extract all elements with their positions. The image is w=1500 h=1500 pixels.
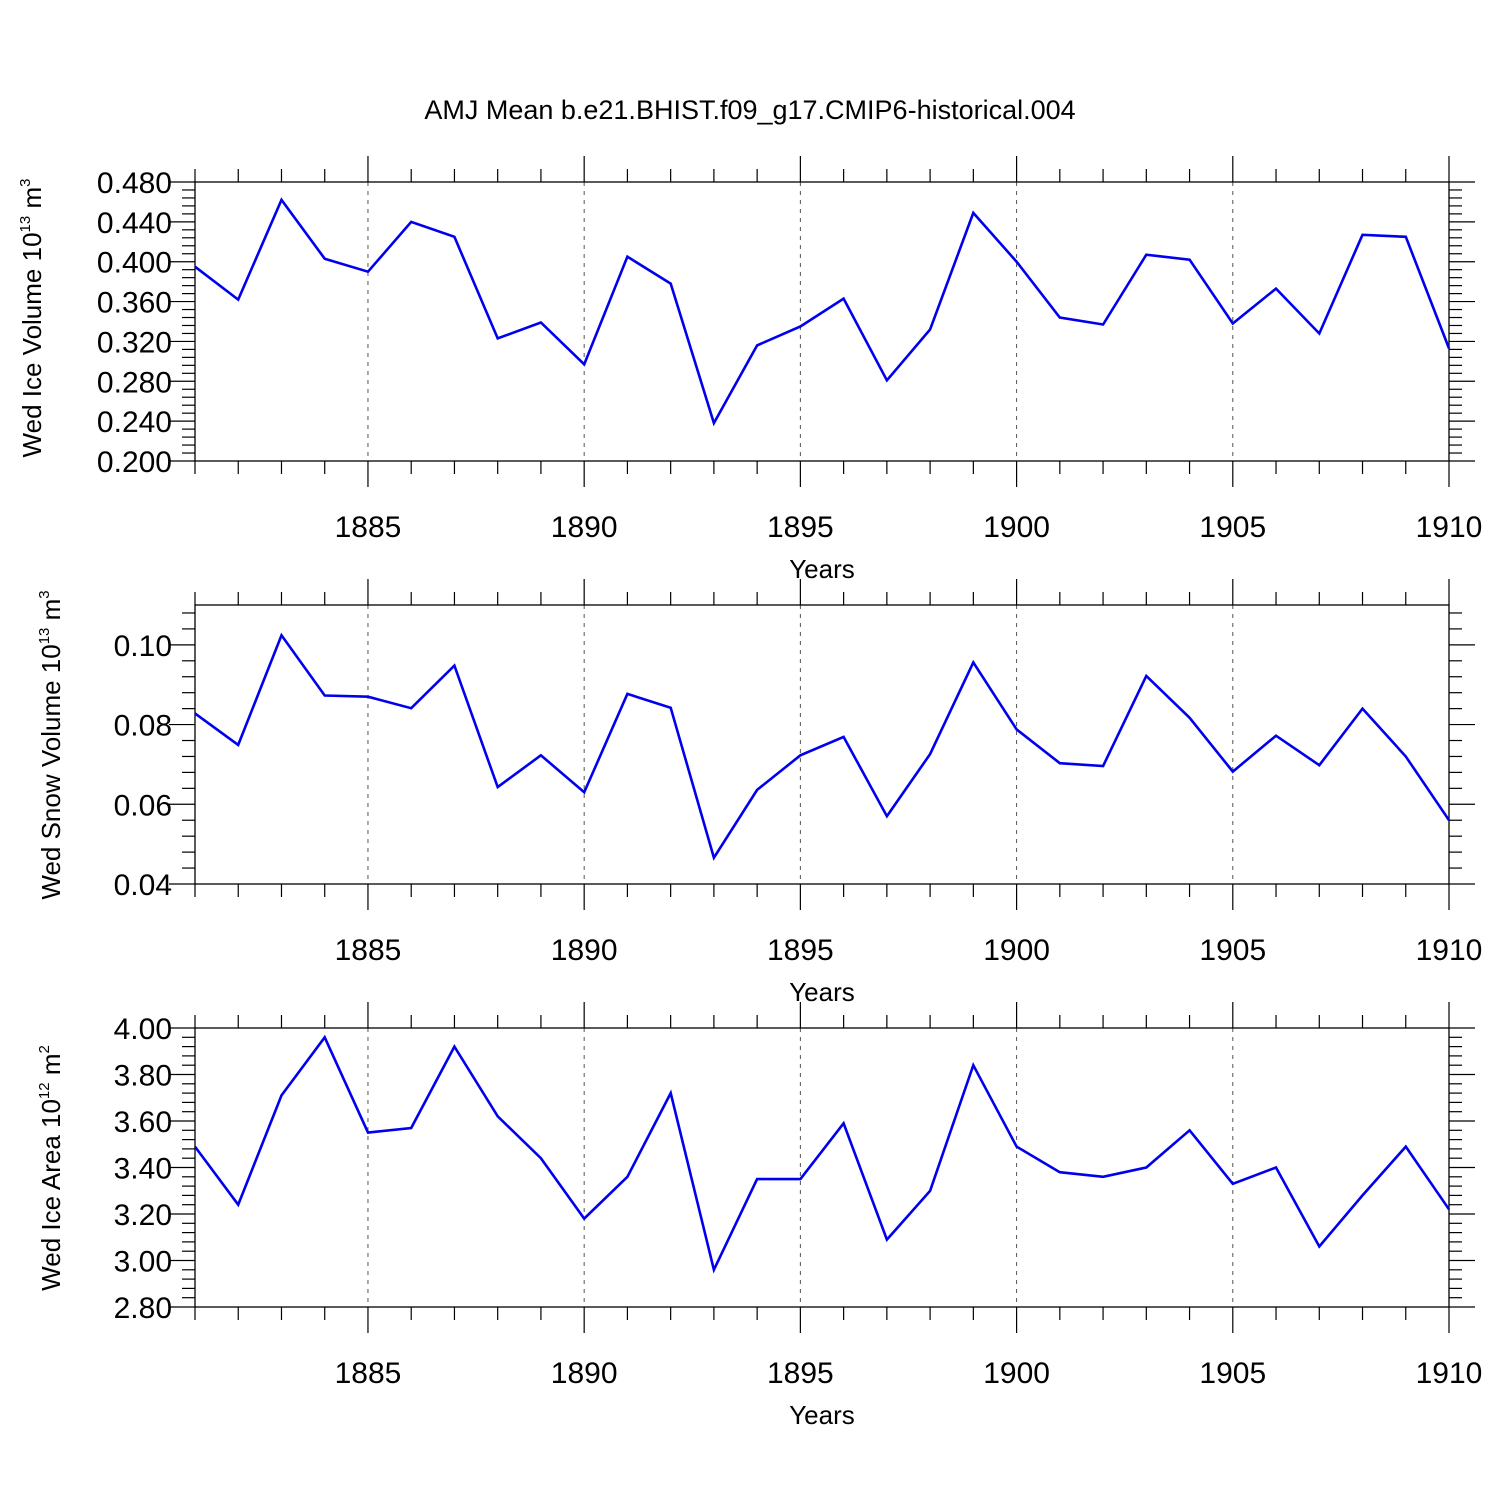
y-axis-label: Wed Ice Volume 1013 m3 (17, 179, 47, 458)
y-tick-label: 0.08 (114, 710, 172, 743)
x-tick-label: 1895 (767, 934, 834, 967)
y-tick-label: 3.00 (114, 1246, 172, 1279)
y-tick-label: 0.200 (97, 446, 172, 479)
y-axis-label-text: Wed Ice Volume 10 (17, 232, 47, 457)
y-tick-label: 0.240 (97, 406, 172, 439)
y-tick-label: 3.20 (114, 1199, 172, 1232)
y-axis-label-text: Wed Snow Volume 10 (36, 644, 66, 899)
plot-frame (194, 1027, 1450, 1308)
x-tick-label: 1910 (1416, 511, 1483, 544)
y-tick-label: 0.280 (97, 366, 172, 399)
y-tick-label: 4.00 (114, 1013, 172, 1046)
y-tick-label: 0.400 (97, 247, 172, 280)
x-tick-label: 1905 (1199, 1357, 1266, 1390)
y-tick-label: 0.04 (114, 869, 172, 902)
y-tick-label: 0.320 (97, 326, 172, 359)
plot-frame (194, 604, 1450, 885)
chart-panels: 0.200 0.240 0.280 0.320 0.360 0.400 0.440 0.480… (17, 156, 1482, 1430)
y-tick-label: 3.80 (114, 1060, 172, 1093)
y-tick-label: 0.10 (114, 630, 172, 663)
y-tick-label: 3.60 (114, 1106, 172, 1139)
series-line (194, 632, 1451, 861)
figure-title: AMJ Mean b.e21.BHIST.f09_g17.CMIP6-histo… (424, 95, 1075, 125)
x-tick-label: 1885 (335, 1357, 402, 1390)
x-tick-label: 1905 (1199, 511, 1266, 544)
y-axis-label-unit-exponent: 2 (36, 1045, 53, 1053)
y-axis-label-unit-exponent: 3 (17, 179, 34, 187)
x-tick-label: 1895 (767, 1357, 834, 1390)
y-axis-label-unit: m (36, 1054, 66, 1083)
x-tick-label: 1885 (335, 511, 402, 544)
x-axis-label: Years (789, 1400, 855, 1430)
chart-panel-3: 2.80 3.00 3.20 3.40 3.60 3.80 4.00 1885 1890 1895… (36, 1002, 1482, 1430)
x-tick-label: 1910 (1416, 934, 1483, 967)
y-tick-label: 0.440 (97, 207, 172, 240)
series-line (194, 197, 1451, 427)
x-tick-label: 1900 (983, 934, 1050, 967)
x-tick-label: 1890 (551, 511, 618, 544)
y-tick-label: 2.80 (114, 1292, 172, 1325)
x-axis-label: Years (789, 554, 855, 584)
x-tick-label: 1905 (1199, 934, 1266, 967)
chart-panel-1: 0.200 0.240 0.280 0.320 0.360 0.400 0.440 0.480… (17, 156, 1482, 584)
y-axis-label-text: Wed Ice Area 10 (36, 1099, 66, 1291)
y-axis-label: Wed Snow Volume 1013 m3 (36, 590, 66, 899)
plot-frame (194, 181, 1450, 462)
y-axis-label-exponent: 13 (36, 628, 53, 645)
y-axis-label-exponent: 12 (36, 1082, 53, 1099)
y-axis-label-unit-exponent: 3 (36, 590, 53, 598)
y-axis-label-unit: m (17, 187, 47, 216)
x-tick-label: 1885 (335, 934, 402, 967)
x-tick-label: 1895 (767, 511, 834, 544)
y-axis-label: Wed Ice Area 1012 m2 (36, 1045, 66, 1291)
chart-panel-2: 0.04 0.06 0.08 0.10 1885 1890 1895 1900 1905 1910… (36, 579, 1482, 1007)
y-axis-label-exponent: 13 (17, 216, 34, 233)
x-tick-label: 1890 (551, 934, 618, 967)
x-tick-label: 1890 (551, 1357, 618, 1390)
x-tick-label: 1910 (1416, 1357, 1483, 1390)
x-tick-label: 1900 (983, 1357, 1050, 1390)
x-axis-label: Years (789, 977, 855, 1007)
y-tick-label: 0.480 (97, 167, 172, 200)
y-tick-label: 0.06 (114, 789, 172, 822)
x-tick-label: 1900 (983, 511, 1050, 544)
y-tick-label: 3.40 (114, 1153, 172, 1186)
series-line (193, 1034, 1451, 1274)
y-tick-label: 0.360 (97, 287, 172, 320)
y-axis-label-unit: m (36, 599, 66, 628)
